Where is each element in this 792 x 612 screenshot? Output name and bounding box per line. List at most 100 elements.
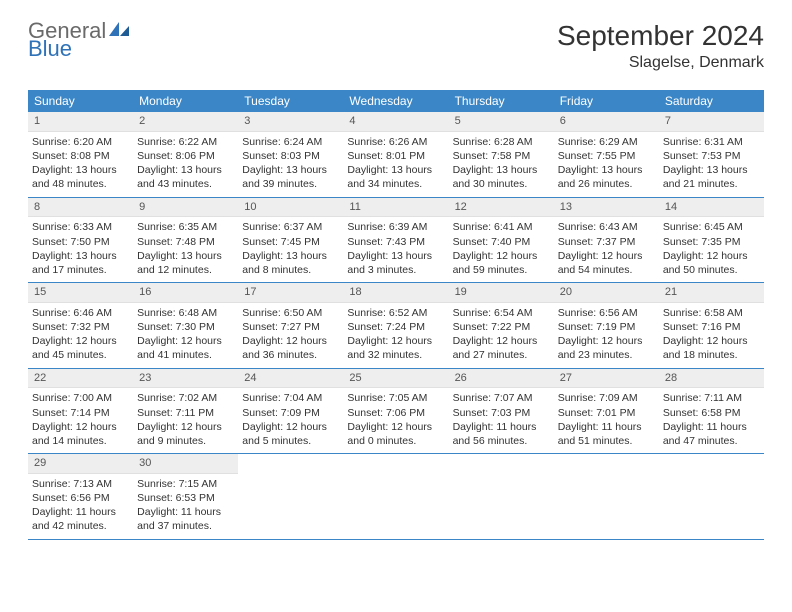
- week-row: 22Sunrise: 7:00 AMSunset: 7:14 PMDayligh…: [28, 369, 764, 455]
- daylight-text: Daylight: 12 hours and 27 minutes.: [453, 334, 550, 362]
- day-number: 14: [659, 198, 764, 218]
- day-cell: 27Sunrise: 7:09 AMSunset: 7:01 PMDayligh…: [554, 369, 659, 454]
- sunrise-text: Sunrise: 6:33 AM: [32, 220, 129, 234]
- day-body: Sunrise: 7:09 AMSunset: 7:01 PMDaylight:…: [554, 388, 659, 453]
- day-cell: 19Sunrise: 6:54 AMSunset: 7:22 PMDayligh…: [449, 283, 554, 368]
- day-number: 10: [238, 198, 343, 218]
- day-cell: 22Sunrise: 7:00 AMSunset: 7:14 PMDayligh…: [28, 369, 133, 454]
- sunset-text: Sunset: 6:56 PM: [32, 491, 129, 505]
- calendar-weeks: 1Sunrise: 6:20 AMSunset: 8:08 PMDaylight…: [28, 112, 764, 540]
- day-cell: 20Sunrise: 6:56 AMSunset: 7:19 PMDayligh…: [554, 283, 659, 368]
- day-body: Sunrise: 7:00 AMSunset: 7:14 PMDaylight:…: [28, 388, 133, 453]
- daylight-text: Daylight: 12 hours and 32 minutes.: [347, 334, 444, 362]
- daylight-text: Daylight: 13 hours and 43 minutes.: [137, 163, 234, 191]
- sunrise-text: Sunrise: 6:50 AM: [242, 306, 339, 320]
- sunrise-text: Sunrise: 7:04 AM: [242, 391, 339, 405]
- day-body: Sunrise: 6:50 AMSunset: 7:27 PMDaylight:…: [238, 303, 343, 368]
- day-body: Sunrise: 7:02 AMSunset: 7:11 PMDaylight:…: [133, 388, 238, 453]
- weekday-thursday: Thursday: [449, 90, 554, 112]
- day-cell: [449, 454, 554, 539]
- sunrise-text: Sunrise: 6:46 AM: [32, 306, 129, 320]
- daylight-text: Daylight: 13 hours and 21 minutes.: [663, 163, 760, 191]
- daylight-text: Daylight: 12 hours and 14 minutes.: [32, 420, 129, 448]
- sunset-text: Sunset: 7:35 PM: [663, 235, 760, 249]
- day-body: Sunrise: 7:13 AMSunset: 6:56 PMDaylight:…: [28, 474, 133, 539]
- month-title: September 2024: [557, 20, 764, 52]
- sunrise-text: Sunrise: 6:35 AM: [137, 220, 234, 234]
- day-number: 30: [133, 454, 238, 474]
- day-body: Sunrise: 6:46 AMSunset: 7:32 PMDaylight:…: [28, 303, 133, 368]
- sunset-text: Sunset: 7:16 PM: [663, 320, 760, 334]
- daylight-text: Daylight: 11 hours and 51 minutes.: [558, 420, 655, 448]
- daylight-text: Daylight: 13 hours and 48 minutes.: [32, 163, 129, 191]
- sunset-text: Sunset: 7:30 PM: [137, 320, 234, 334]
- sunrise-text: Sunrise: 7:09 AM: [558, 391, 655, 405]
- day-cell: 3Sunrise: 6:24 AMSunset: 8:03 PMDaylight…: [238, 112, 343, 197]
- daylight-text: Daylight: 12 hours and 59 minutes.: [453, 249, 550, 277]
- day-cell: 8Sunrise: 6:33 AMSunset: 7:50 PMDaylight…: [28, 198, 133, 283]
- sunrise-text: Sunrise: 6:29 AM: [558, 135, 655, 149]
- day-cell: 28Sunrise: 7:11 AMSunset: 6:58 PMDayligh…: [659, 369, 764, 454]
- daylight-text: Daylight: 12 hours and 18 minutes.: [663, 334, 760, 362]
- day-number: 19: [449, 283, 554, 303]
- week-row: 1Sunrise: 6:20 AMSunset: 8:08 PMDaylight…: [28, 112, 764, 198]
- day-cell: [343, 454, 448, 539]
- daylight-text: Daylight: 11 hours and 47 minutes.: [663, 420, 760, 448]
- daylight-text: Daylight: 12 hours and 41 minutes.: [137, 334, 234, 362]
- day-cell: 10Sunrise: 6:37 AMSunset: 7:45 PMDayligh…: [238, 198, 343, 283]
- day-cell: 6Sunrise: 6:29 AMSunset: 7:55 PMDaylight…: [554, 112, 659, 197]
- day-number: 16: [133, 283, 238, 303]
- day-cell: 23Sunrise: 7:02 AMSunset: 7:11 PMDayligh…: [133, 369, 238, 454]
- daylight-text: Daylight: 12 hours and 9 minutes.: [137, 420, 234, 448]
- day-body: Sunrise: 7:15 AMSunset: 6:53 PMDaylight:…: [133, 474, 238, 539]
- daylight-text: Daylight: 13 hours and 17 minutes.: [32, 249, 129, 277]
- sunrise-text: Sunrise: 7:05 AM: [347, 391, 444, 405]
- day-body: Sunrise: 6:29 AMSunset: 7:55 PMDaylight:…: [554, 132, 659, 197]
- daylight-text: Daylight: 13 hours and 3 minutes.: [347, 249, 444, 277]
- day-cell: 14Sunrise: 6:45 AMSunset: 7:35 PMDayligh…: [659, 198, 764, 283]
- day-cell: 21Sunrise: 6:58 AMSunset: 7:16 PMDayligh…: [659, 283, 764, 368]
- weekday-monday: Monday: [133, 90, 238, 112]
- sunrise-text: Sunrise: 6:52 AM: [347, 306, 444, 320]
- day-number: 24: [238, 369, 343, 389]
- day-number: 18: [343, 283, 448, 303]
- sunset-text: Sunset: 7:55 PM: [558, 149, 655, 163]
- day-body: Sunrise: 7:11 AMSunset: 6:58 PMDaylight:…: [659, 388, 764, 453]
- day-body: Sunrise: 6:37 AMSunset: 7:45 PMDaylight:…: [238, 217, 343, 282]
- sunset-text: Sunset: 7:40 PM: [453, 235, 550, 249]
- day-cell: 13Sunrise: 6:43 AMSunset: 7:37 PMDayligh…: [554, 198, 659, 283]
- sunrise-text: Sunrise: 6:22 AM: [137, 135, 234, 149]
- sunset-text: Sunset: 7:53 PM: [663, 149, 760, 163]
- sunset-text: Sunset: 7:14 PM: [32, 406, 129, 420]
- sunrise-text: Sunrise: 7:07 AM: [453, 391, 550, 405]
- day-number: 2: [133, 112, 238, 132]
- weekday-header: Sunday Monday Tuesday Wednesday Thursday…: [28, 90, 764, 112]
- day-number: 22: [28, 369, 133, 389]
- sunrise-text: Sunrise: 6:43 AM: [558, 220, 655, 234]
- day-cell: 30Sunrise: 7:15 AMSunset: 6:53 PMDayligh…: [133, 454, 238, 539]
- day-cell: 17Sunrise: 6:50 AMSunset: 7:27 PMDayligh…: [238, 283, 343, 368]
- week-row: 29Sunrise: 7:13 AMSunset: 6:56 PMDayligh…: [28, 454, 764, 540]
- day-body: Sunrise: 6:35 AMSunset: 7:48 PMDaylight:…: [133, 217, 238, 282]
- sunset-text: Sunset: 7:27 PM: [242, 320, 339, 334]
- day-number: 27: [554, 369, 659, 389]
- sunset-text: Sunset: 7:58 PM: [453, 149, 550, 163]
- sunrise-text: Sunrise: 6:20 AM: [32, 135, 129, 149]
- sunset-text: Sunset: 7:06 PM: [347, 406, 444, 420]
- daylight-text: Daylight: 12 hours and 5 minutes.: [242, 420, 339, 448]
- sunrise-text: Sunrise: 6:48 AM: [137, 306, 234, 320]
- sunset-text: Sunset: 7:24 PM: [347, 320, 444, 334]
- sunrise-text: Sunrise: 6:31 AM: [663, 135, 760, 149]
- sunset-text: Sunset: 8:06 PM: [137, 149, 234, 163]
- day-number: 21: [659, 283, 764, 303]
- day-cell: 15Sunrise: 6:46 AMSunset: 7:32 PMDayligh…: [28, 283, 133, 368]
- day-number: 6: [554, 112, 659, 132]
- sunset-text: Sunset: 7:09 PM: [242, 406, 339, 420]
- sunset-text: Sunset: 7:43 PM: [347, 235, 444, 249]
- day-cell: 12Sunrise: 6:41 AMSunset: 7:40 PMDayligh…: [449, 198, 554, 283]
- day-number: 29: [28, 454, 133, 474]
- daylight-text: Daylight: 12 hours and 50 minutes.: [663, 249, 760, 277]
- daylight-text: Daylight: 13 hours and 30 minutes.: [453, 163, 550, 191]
- daylight-text: Daylight: 11 hours and 56 minutes.: [453, 420, 550, 448]
- day-number: 3: [238, 112, 343, 132]
